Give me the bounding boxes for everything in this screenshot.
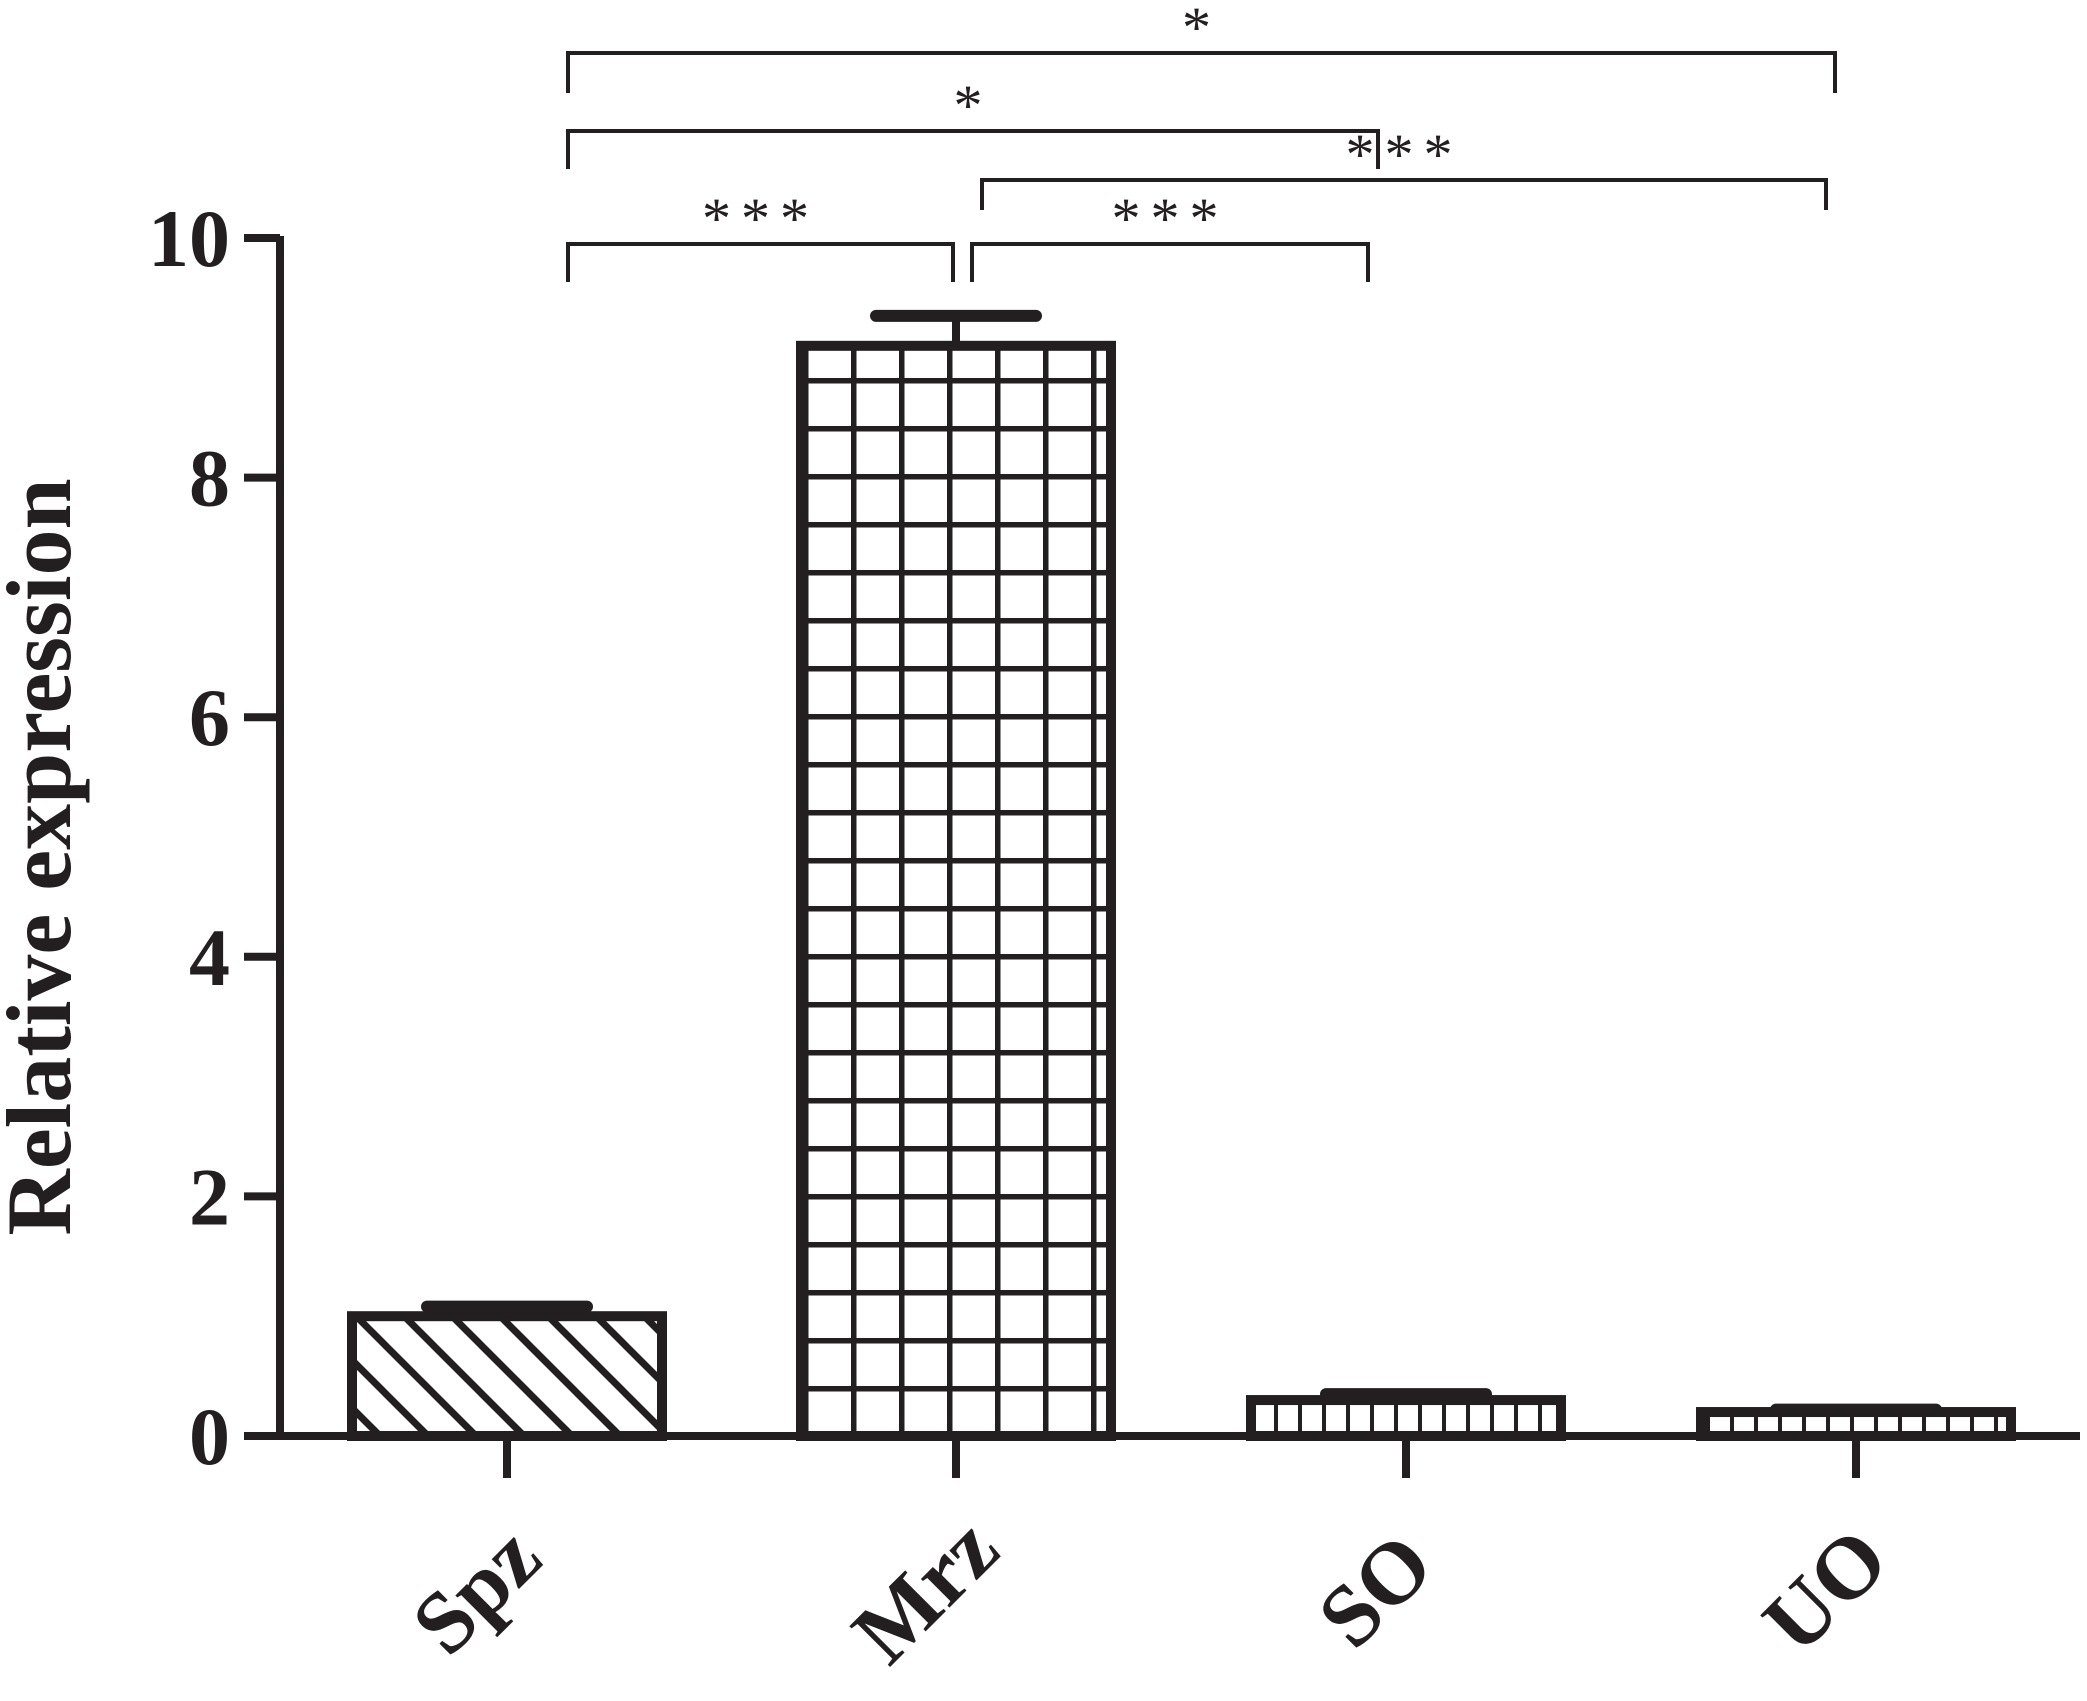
- significance-label: ***: [702, 186, 819, 251]
- y-tick-label: 6: [189, 672, 230, 763]
- y-tick-label: 8: [189, 433, 230, 524]
- category-label-mrz: Mrz: [835, 1500, 1018, 1683]
- bar-fill-pattern: [805, 349, 1107, 1436]
- y-tick-label: 10: [148, 193, 230, 284]
- category-label-so: SO: [1300, 1515, 1452, 1667]
- significance-label: ***: [1112, 186, 1229, 251]
- significance-label: *: [1182, 0, 1221, 60]
- bar-fill-pattern: [1255, 1404, 1557, 1436]
- significance-bracket: [566, 242, 955, 282]
- significance-bracket: [980, 178, 1828, 210]
- bar-fill-pattern: [356, 1320, 658, 1436]
- y-axis-title: Relative expression: [0, 478, 90, 1235]
- category-label-uo: UO: [1745, 1510, 1907, 1672]
- significance-bracket: [970, 242, 1370, 282]
- significance-bracket: [566, 51, 1837, 93]
- y-tick-label: 0: [189, 1391, 230, 1482]
- category-label-spz: Spz: [394, 1508, 559, 1673]
- y-tick-label: 4: [189, 912, 230, 1003]
- y-tick-label: 2: [189, 1151, 230, 1242]
- significance-bracket: [566, 129, 1380, 169]
- significance-label: *: [954, 73, 993, 138]
